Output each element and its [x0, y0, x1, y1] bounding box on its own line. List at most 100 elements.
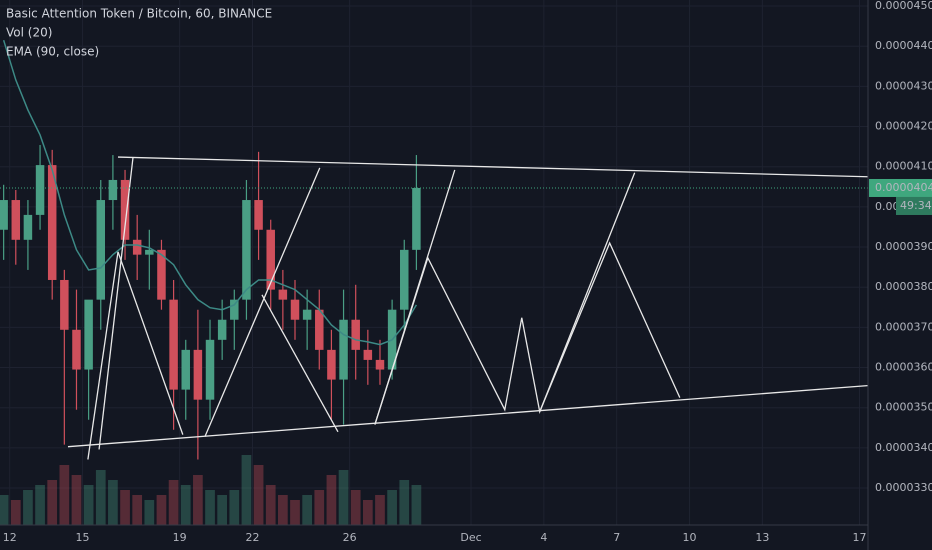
candle-body	[375, 359, 385, 370]
volume-bar	[290, 500, 300, 525]
candle-body	[60, 279, 69, 330]
candle-body	[217, 319, 227, 340]
candle-body	[96, 200, 106, 300]
volume-bar	[108, 480, 118, 525]
x-tick-label: 10	[683, 531, 697, 544]
volume-bar	[83, 485, 94, 525]
candle-body	[157, 249, 166, 300]
candle-body	[315, 309, 324, 350]
volume-bar	[71, 475, 82, 525]
candle-body	[120, 179, 130, 240]
volume-bar	[120, 490, 130, 525]
trend-drawing	[117, 251, 184, 435]
candle-body	[108, 179, 118, 201]
candle-body	[23, 214, 33, 240]
candle-body	[278, 289, 288, 300]
x-tick-label: 7	[613, 531, 620, 544]
x-tick-label: 22	[246, 531, 260, 544]
volume-bar	[411, 485, 422, 525]
x-tick-label: 26	[343, 531, 357, 544]
volume-bar	[278, 495, 288, 525]
volume-bar	[362, 500, 373, 525]
volume-bar	[314, 490, 325, 525]
candle-body	[0, 200, 8, 230]
candle-body	[169, 299, 178, 390]
trend-drawing	[87, 251, 119, 460]
volume-bar	[95, 470, 106, 525]
current-price-badge	[869, 178, 932, 197]
volume-bar	[241, 455, 252, 525]
candle-body	[132, 239, 142, 255]
current-price-label: 0.00004047	[875, 181, 932, 194]
trend-drawing	[67, 384, 868, 448]
ema-line	[2, 39, 418, 346]
candle-body	[351, 319, 360, 350]
volume-bar	[132, 495, 143, 525]
candle-body	[230, 299, 239, 320]
trend-drawing	[117, 156, 868, 178]
x-tick-label: Dec	[460, 531, 481, 544]
y-tick-label: 0.00004500	[875, 0, 932, 12]
candle-body	[242, 200, 251, 300]
volume-bar	[253, 465, 264, 525]
candle-body	[363, 349, 373, 360]
volume-bar	[47, 480, 58, 525]
x-tick-label: 13	[755, 531, 769, 544]
candle-body	[205, 339, 215, 400]
x-tick-label: 17	[853, 531, 867, 544]
trend-drawing	[98, 156, 134, 450]
volume-bar	[350, 490, 361, 525]
volume-bar	[180, 485, 191, 525]
x-tick-label: 4	[540, 531, 547, 544]
candle-body	[84, 299, 93, 370]
chart-title: Basic Attention Token / Bitcoin, 60, BIN…	[6, 7, 272, 21]
candle-body	[412, 187, 421, 250]
candle-body	[327, 349, 336, 380]
volume-bar	[326, 475, 337, 525]
volume-bar	[399, 480, 410, 525]
volume-bar	[387, 490, 397, 525]
candle-body	[145, 249, 154, 255]
x-tick-label: 15	[76, 531, 90, 544]
x-tick-label: 19	[173, 531, 187, 544]
legend-volume: Vol (20)	[6, 26, 52, 40]
countdown-label: 49:34	[900, 199, 932, 212]
legend-ema: EMA (90, close)	[6, 45, 99, 59]
volume-bar	[265, 485, 276, 525]
candle-body	[339, 319, 348, 380]
volume-bar	[23, 490, 33, 525]
candle-body	[266, 229, 275, 290]
volume-bar	[302, 495, 312, 525]
candle-body	[47, 165, 57, 280]
volume-bar	[217, 495, 228, 525]
candle-body	[72, 329, 81, 370]
candle-body	[290, 299, 300, 320]
candle-body	[302, 309, 312, 320]
candle-body	[193, 349, 203, 400]
volume-bar	[156, 495, 167, 525]
volume-bar	[168, 480, 179, 525]
volume-bar	[0, 495, 9, 525]
trend-drawing	[539, 172, 636, 412]
volume-bar	[229, 490, 240, 525]
countdown-badge	[896, 196, 932, 215]
volume-bar	[375, 495, 385, 525]
volume-bar	[35, 485, 45, 525]
trend-drawing	[204, 167, 321, 437]
candle-body	[400, 249, 409, 310]
volume-bar	[144, 500, 155, 525]
volume-bar	[59, 465, 70, 525]
trend-drawing	[261, 294, 339, 433]
volume-bar	[205, 490, 215, 525]
